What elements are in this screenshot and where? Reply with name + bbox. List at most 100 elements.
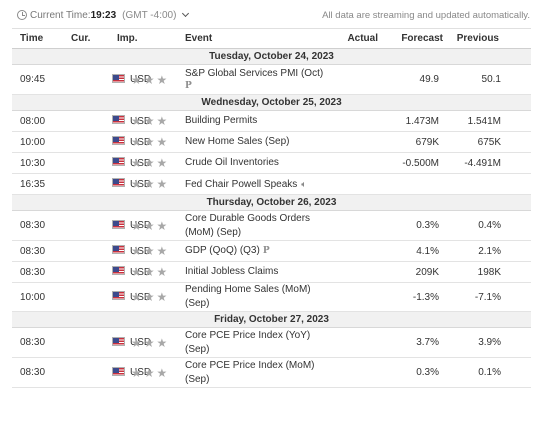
event-currency: USD (61, 110, 151, 132)
event-previous: 675K (452, 131, 531, 153)
event-currency: USD (61, 152, 151, 174)
star-icon: ★ (131, 156, 142, 170)
event-name-cell[interactable]: Fed Chair Powell Speaks 🔈︎ (183, 173, 335, 195)
event-time: 08:30 (12, 357, 61, 388)
economic-calendar-table: Time Cur. Imp. Event Actual Forecast Pre… (12, 28, 531, 388)
event-importance: ★ ★ ★ (113, 210, 183, 241)
event-row[interactable]: 08:30 USD ★ ★ ★ Initial Jobless Claims 209K 198… (12, 261, 531, 283)
event-time: 10:30 (12, 152, 61, 174)
event-name-cell[interactable]: Core PCE Price Index (YoY) (Sep) (183, 327, 335, 358)
event-previous (452, 173, 531, 195)
event-name-cell[interactable]: Crude Oil Inventories (183, 152, 335, 174)
event-name-cell[interactable]: S&P Global Services PMI (Oct) P (183, 64, 335, 95)
event-name[interactable]: Fed Chair Powell Speaks (185, 178, 298, 190)
event-currency: USD (61, 64, 151, 95)
event-actual (335, 110, 384, 132)
event-row[interactable]: 16:35 USD ★ ★ ★ Fed Chair Powell Speaks 🔈︎ (12, 173, 531, 195)
event-actual (335, 240, 384, 262)
event-name[interactable]: Pending Home Sales (MoM) (Sep) (185, 284, 311, 309)
event-time: 08:30 (12, 210, 61, 241)
event-importance: ★ ★ ★ (113, 327, 183, 358)
event-name-cell[interactable]: Pending Home Sales (MoM) (Sep) (183, 282, 335, 312)
event-actual (335, 210, 384, 241)
event-actual (335, 173, 384, 195)
event-name-cell[interactable]: Core Durable Goods Orders (MoM) (Sep) (183, 210, 335, 241)
star-icon: ★ (143, 335, 155, 350)
star-icon: ★ (156, 265, 168, 279)
star-icon: ★ (143, 135, 155, 149)
star-icon: ★ (156, 72, 168, 87)
star-icon: ★ (131, 265, 142, 279)
event-currency: USD (61, 240, 151, 262)
event-row[interactable]: 10:00 USD ★ ★ ★ Pending Home Sales (MoM) (Sep… (12, 282, 531, 312)
timezone-selector[interactable]: Current Time:19:23 (GMT -4:00) (30, 9, 190, 21)
event-currency: USD (61, 131, 151, 153)
event-row[interactable]: 08:30 USD ★ ★ ★ Core PCE Price Index (MoM) (S… (12, 357, 531, 388)
event-name-cell[interactable]: Core PCE Price Index (MoM) (Sep) (183, 357, 335, 388)
event-currency: USD (61, 261, 151, 283)
event-name-cell[interactable]: Building Permits (183, 110, 335, 132)
star-icon: ★ (143, 156, 155, 170)
event-name[interactable]: S&P Global Services PMI (Oct) (185, 68, 324, 79)
column-header-time[interactable]: Time (12, 28, 61, 49)
us-flag-icon (112, 136, 125, 146)
event-actual (335, 357, 384, 388)
event-previous: -7.1% (452, 282, 531, 312)
event-name[interactable]: Building Permits (185, 115, 258, 126)
streaming-notice: All data are streaming and updated autom… (322, 10, 530, 21)
star-icon: ★ (131, 365, 142, 380)
star-icon: ★ (131, 218, 142, 233)
event-name[interactable]: Core PCE Price Index (YoY) (Sep) (185, 329, 311, 355)
star-icon: ★ (131, 72, 142, 87)
star-icon: ★ (131, 244, 142, 258)
event-time: 09:45 (12, 64, 61, 95)
column-header-event[interactable]: Event (183, 28, 335, 49)
star-icon: ★ (156, 244, 168, 258)
event-row[interactable]: 08:30 USD ★ ★ ★ Core Durable Goods Orders (Mo… (12, 210, 531, 241)
day-header-label: Tuesday, October 24, 2023 (12, 48, 531, 65)
star-icon: ★ (143, 365, 155, 380)
event-name-cell[interactable]: New Home Sales (Sep) (183, 131, 335, 153)
day-header-label: Friday, October 27, 2023 (12, 311, 531, 328)
event-forecast: 49.9 (384, 64, 452, 95)
column-header-forecast[interactable]: Forecast (384, 28, 452, 49)
event-actual (335, 152, 384, 174)
event-name[interactable]: New Home Sales (Sep) (185, 136, 290, 147)
event-currency: USD (61, 282, 151, 312)
event-previous: 50.1 (452, 64, 531, 95)
event-previous: 198K (452, 261, 531, 283)
event-forecast: 1.473M (384, 110, 452, 132)
event-name[interactable]: Initial Jobless Claims (185, 266, 279, 277)
clock-icon (17, 10, 27, 20)
star-icon: ★ (156, 156, 168, 170)
event-row[interactable]: 08:30 USD ★ ★ ★ Core PCE Price Index (YoY) (S… (12, 327, 531, 358)
chevron-down-icon[interactable] (182, 9, 190, 18)
column-header-actual[interactable]: Actual (335, 28, 384, 49)
column-header-importance[interactable]: Imp. (113, 28, 183, 49)
event-row[interactable]: 08:00 USD ★ ★ ★ Building Permits 1.473M 1.541M (12, 110, 531, 132)
event-name[interactable]: Core PCE Price Index (MoM) (Sep) (185, 359, 315, 385)
us-flag-icon (112, 245, 125, 255)
star-icon: ★ (143, 114, 155, 128)
event-name-cell[interactable]: Initial Jobless Claims (183, 261, 335, 283)
star-icon: ★ (156, 135, 168, 149)
event-forecast: 0.3% (384, 357, 452, 388)
event-name[interactable]: GDP (QoQ) (Q3) (185, 245, 260, 256)
column-header-previous[interactable]: Previous (452, 28, 531, 49)
event-forecast: 0.3% (384, 210, 452, 241)
event-name[interactable]: Crude Oil Inventories (185, 157, 279, 168)
event-name-cell[interactable]: GDP (QoQ) (Q3) P (183, 240, 335, 262)
event-name[interactable]: Core Durable Goods Orders (MoM) (Sep) (185, 212, 311, 238)
star-icon: ★ (143, 290, 155, 304)
timezone-label: (GMT -4:00) (122, 10, 177, 21)
event-row[interactable]: 10:00 USD ★ ★ ★ New Home Sales (Sep) 679K 675K (12, 131, 531, 153)
day-header-row: Tuesday, October 24, 2023 (12, 48, 531, 65)
event-row[interactable]: 09:45 USD ★ ★ ★ S&P Global Services PMI (Oct)… (12, 64, 531, 95)
event-row[interactable]: 08:30 USD ★ ★ ★ GDP (QoQ) (Q3) P 4.1% 2.1% (12, 240, 531, 262)
event-currency: USD (61, 210, 151, 241)
column-header-currency[interactable]: Cur. (61, 28, 113, 49)
event-row[interactable]: 10:30 USD ★ ★ ★ Crude Oil Inventories -0.500M -… (12, 152, 531, 174)
event-time: 16:35 (12, 173, 61, 195)
star-icon: ★ (131, 290, 142, 304)
event-previous: -4.491M (452, 152, 531, 174)
